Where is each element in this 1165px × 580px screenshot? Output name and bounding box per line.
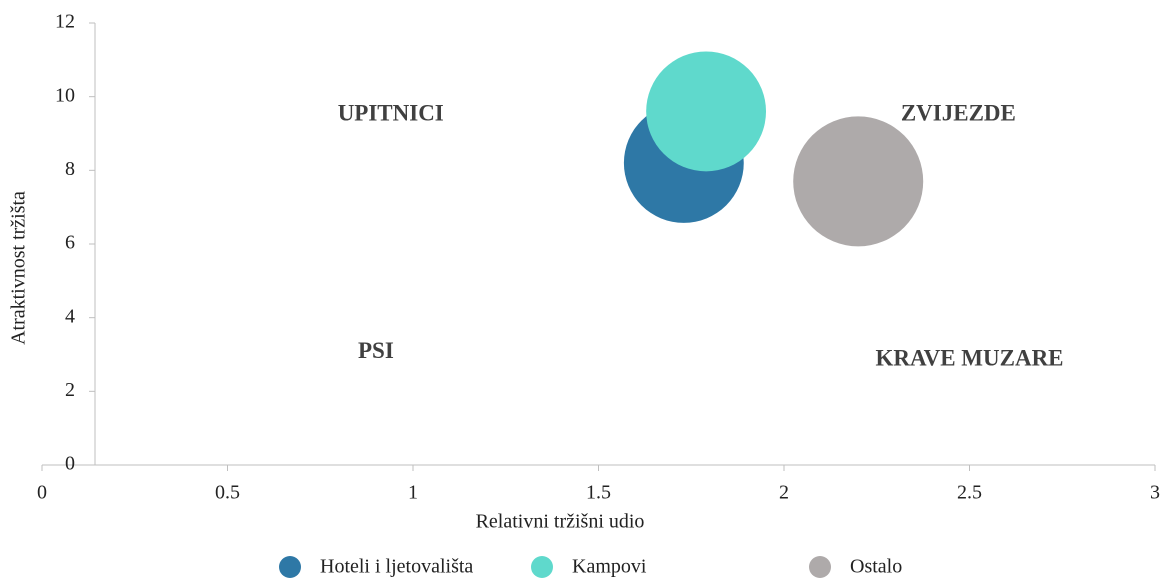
x-tick-label: 1.5 bbox=[586, 482, 611, 504]
y-axis-label: Atraktivnost tržišta bbox=[8, 191, 30, 345]
x-axis-label: Relativni tržišni udio bbox=[476, 511, 645, 533]
legend-marker bbox=[809, 556, 831, 578]
legend-label: Ostalo bbox=[850, 556, 902, 578]
y-tick-label: 0 bbox=[65, 453, 75, 475]
y-tick-label: 6 bbox=[65, 232, 75, 254]
y-tick-label: 8 bbox=[65, 158, 75, 180]
bubble bbox=[646, 51, 767, 172]
x-tick-label: 2.5 bbox=[957, 482, 982, 504]
quadrant-label: UPITNICI bbox=[338, 100, 444, 125]
y-tick-label: 2 bbox=[65, 379, 75, 401]
x-tick-label: 1 bbox=[408, 482, 418, 504]
legend-marker bbox=[279, 556, 301, 578]
x-tick-label: 2 bbox=[779, 482, 789, 504]
y-tick-label: 10 bbox=[55, 84, 75, 106]
legend-label: Hoteli i ljetovališta bbox=[320, 556, 473, 578]
legend-label: Kampovi bbox=[572, 556, 647, 578]
y-tick-label: 12 bbox=[55, 11, 75, 33]
y-tick-label: 4 bbox=[65, 305, 75, 327]
x-tick-label: 3 bbox=[1150, 482, 1160, 504]
x-tick-label: 0.5 bbox=[215, 482, 240, 504]
quadrant-label: KRAVE MUZARE bbox=[875, 345, 1063, 370]
legend-marker bbox=[531, 556, 553, 578]
quadrant-label: ZVIJEZDE bbox=[901, 100, 1016, 125]
bubble bbox=[793, 116, 924, 247]
x-tick-label: 0 bbox=[37, 482, 47, 504]
quadrant-label: PSI bbox=[358, 338, 394, 363]
